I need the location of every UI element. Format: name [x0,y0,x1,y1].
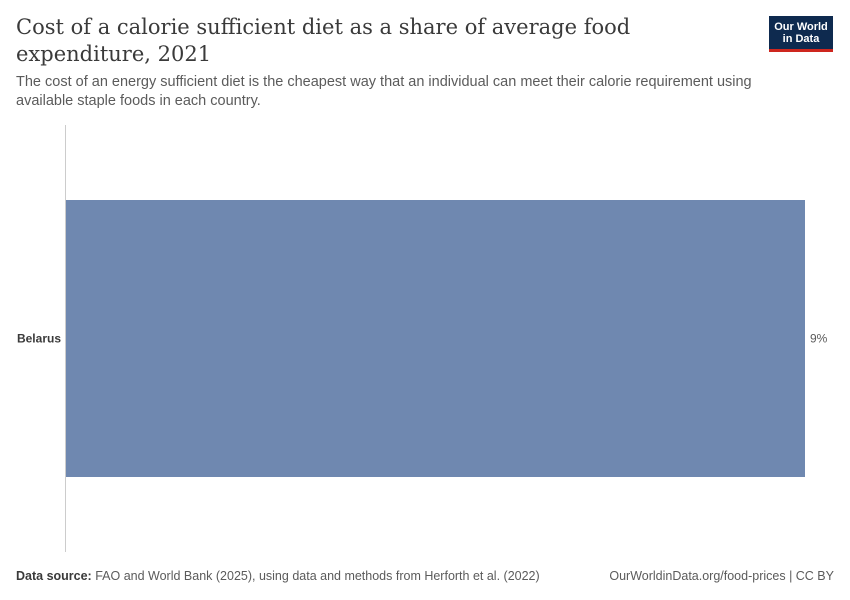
url-license[interactable]: OurWorldinData.org/food-prices | CC BY [609,569,834,583]
data-source: Data source: FAO and World Bank (2025), … [16,569,540,583]
value-label: 9% [810,332,828,346]
chart-title: Cost of a calorie sufficient diet as a s… [16,15,631,66]
logo-line-2: in Data [782,32,820,45]
category-label[interactable]: Belarus [17,332,61,346]
data-source-text[interactable]: FAO and World Bank (2025), using data an… [95,569,540,583]
logo-line-1: Our World [774,20,828,33]
data-source-label: Data source: [16,569,92,583]
chart-subtitle: The cost of an energy sufficient diet is… [16,74,752,109]
bar-belarus[interactable] [66,200,805,477]
owid-logo[interactable]: Our World in Data [769,16,833,52]
